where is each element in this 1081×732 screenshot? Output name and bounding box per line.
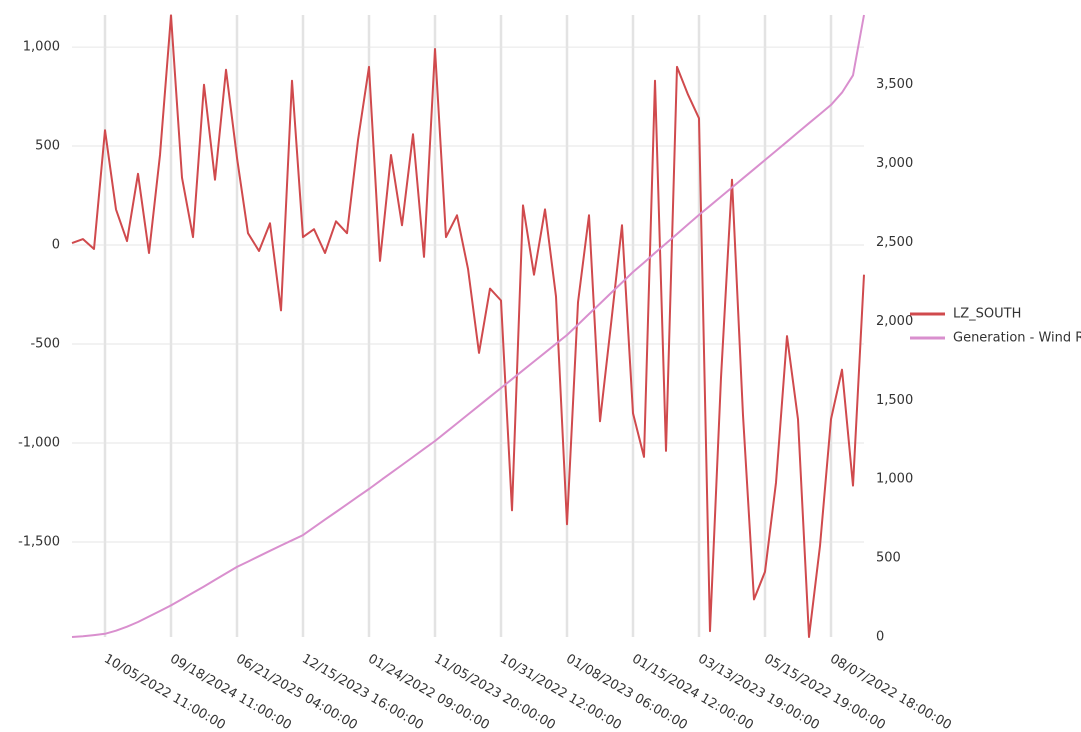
- x-tick-label: 01/24/2022 09:00:00: [365, 652, 492, 732]
- x-tick-label: 05/15/2022 19:00:00: [761, 652, 888, 732]
- x-tick-label: 06/21/2025 04:00:00: [233, 652, 360, 732]
- y-tick-label: 0: [52, 238, 60, 253]
- y-tick-label: 1,000: [23, 40, 60, 55]
- y-tick-label: -500: [30, 337, 60, 352]
- y2-tick-label: 3,500: [876, 77, 913, 92]
- series-line: [71, 14, 865, 638]
- y-tick-label: 500: [35, 139, 60, 154]
- y2-tick-label: 500: [876, 551, 901, 566]
- y-tick-label: -1,500: [18, 534, 60, 549]
- x-tick-label: 12/15/2023 16:00:00: [299, 652, 426, 732]
- y2-tick-label: 2,000: [876, 314, 913, 329]
- legend-label: LZ_SOUTH: [953, 307, 1021, 322]
- y2-tick-label: 1,000: [876, 472, 913, 487]
- y-tick-label: -1,000: [18, 435, 60, 450]
- y2-tick-label: 2,500: [876, 235, 913, 250]
- x-tick-label: 03/13/2023 19:00:00: [695, 652, 822, 732]
- x-tick-label: 09/18/2024 11:00:00: [167, 652, 294, 732]
- x-tick-label: 01/08/2023 06:00:00: [563, 652, 690, 732]
- x-tick-label: 10/31/2022 12:00:00: [497, 652, 624, 732]
- y2-tick-label: 3,000: [876, 156, 913, 171]
- legend-label: Generation - Wind RT: [953, 331, 1081, 346]
- y2-tick-label: 1,500: [876, 393, 913, 408]
- x-tick-label: 01/15/2024 12:00:00: [629, 652, 756, 732]
- x-tick-label: 11/05/2023 20:00:00: [431, 652, 558, 732]
- y2-tick-label: 0: [876, 630, 884, 645]
- x-tick-label: 08/07/2022 18:00:00: [827, 652, 954, 732]
- series-line: [71, 14, 865, 638]
- x-tick-label: 10/05/2022 11:00:00: [101, 652, 228, 732]
